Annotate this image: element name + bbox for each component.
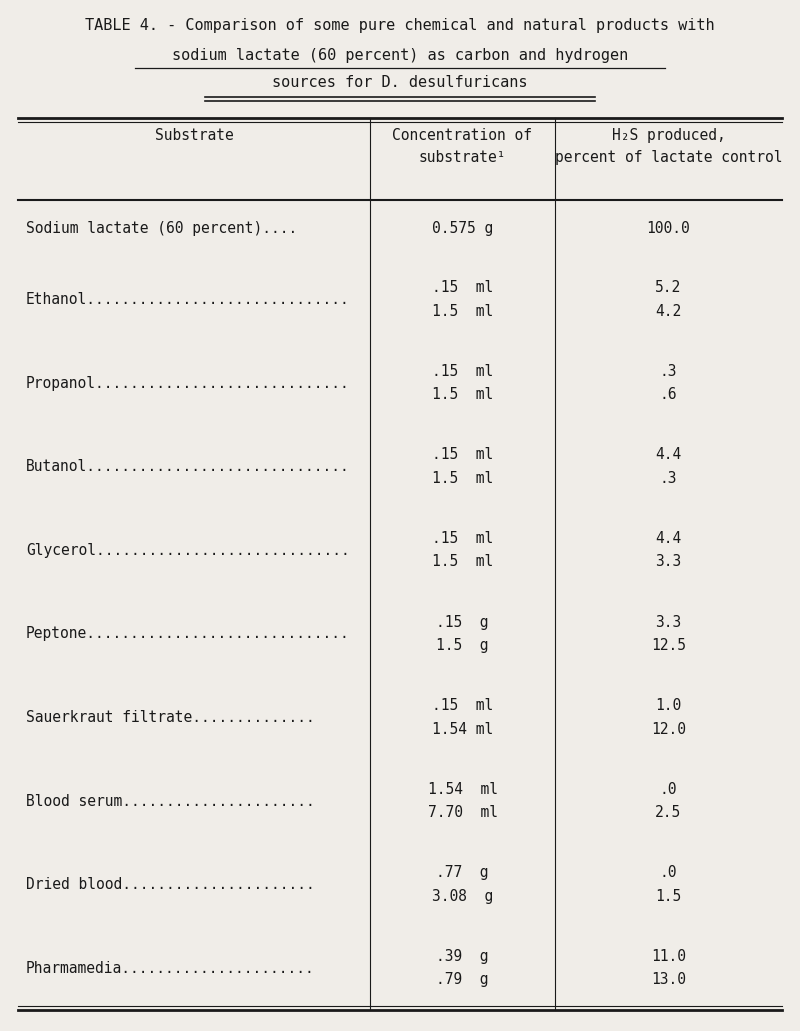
- Text: 13.0: 13.0: [651, 972, 686, 988]
- Text: 3.3: 3.3: [655, 614, 682, 630]
- Text: 1.5  ml: 1.5 ml: [432, 471, 493, 486]
- Text: TABLE 4. - Comparison of some pure chemical and natural products with: TABLE 4. - Comparison of some pure chemi…: [85, 18, 715, 33]
- Text: .6: .6: [660, 388, 678, 402]
- Text: 3.08  g: 3.08 g: [432, 889, 493, 904]
- Text: 1.0: 1.0: [655, 698, 682, 713]
- Text: .15  ml: .15 ml: [432, 531, 493, 546]
- Text: Propanol.............................: Propanol.............................: [26, 375, 350, 391]
- Text: .3: .3: [660, 364, 678, 378]
- Text: Substrate: Substrate: [154, 128, 234, 143]
- Text: 1.54 ml: 1.54 ml: [432, 722, 493, 736]
- Text: .3: .3: [660, 471, 678, 486]
- Text: 4.4: 4.4: [655, 531, 682, 546]
- Text: .77  g: .77 g: [436, 865, 489, 880]
- Text: .15  g: .15 g: [436, 614, 489, 630]
- Text: Sauerkraut filtrate..............: Sauerkraut filtrate..............: [26, 710, 314, 725]
- Text: 0.575 g: 0.575 g: [432, 222, 493, 236]
- Text: 1.54  ml: 1.54 ml: [427, 781, 498, 797]
- Text: .79  g: .79 g: [436, 972, 489, 988]
- Text: Dried blood......................: Dried blood......................: [26, 877, 314, 892]
- Text: Ethanol..............................: Ethanol..............................: [26, 292, 350, 307]
- Text: 5.2: 5.2: [655, 280, 682, 295]
- Text: 12.5: 12.5: [651, 638, 686, 653]
- Text: Sodium lactate (60 percent)....: Sodium lactate (60 percent)....: [26, 222, 298, 236]
- Text: sodium lactate (60 percent) as carbon and hydrogen: sodium lactate (60 percent) as carbon an…: [172, 48, 628, 63]
- Text: 4.2: 4.2: [655, 304, 682, 319]
- Text: 1.5  ml: 1.5 ml: [432, 555, 493, 569]
- Text: Pharmamedia......................: Pharmamedia......................: [26, 961, 314, 975]
- Text: .15  ml: .15 ml: [432, 280, 493, 295]
- Text: H₂S produced,
percent of lactate control: H₂S produced, percent of lactate control: [554, 128, 782, 165]
- Text: .15  ml: .15 ml: [432, 698, 493, 713]
- Text: 11.0: 11.0: [651, 949, 686, 964]
- Text: 7.70  ml: 7.70 ml: [427, 805, 498, 821]
- Text: Blood serum......................: Blood serum......................: [26, 794, 314, 808]
- Text: Peptone..............................: Peptone..............................: [26, 626, 350, 641]
- Text: 4.4: 4.4: [655, 447, 682, 463]
- Text: 1.5  g: 1.5 g: [436, 638, 489, 653]
- Text: 12.0: 12.0: [651, 722, 686, 736]
- Text: .15  ml: .15 ml: [432, 364, 493, 378]
- Text: 1.5  ml: 1.5 ml: [432, 388, 493, 402]
- Text: 2.5: 2.5: [655, 805, 682, 821]
- Text: 1.5  ml: 1.5 ml: [432, 304, 493, 319]
- Text: 100.0: 100.0: [646, 222, 690, 236]
- Text: .0: .0: [660, 865, 678, 880]
- Text: sources for D. desulfuricans: sources for D. desulfuricans: [272, 75, 528, 90]
- Text: Butanol..............................: Butanol..............................: [26, 459, 350, 474]
- Text: .15  ml: .15 ml: [432, 447, 493, 463]
- Text: .0: .0: [660, 781, 678, 797]
- Text: Concentration of
substrate¹: Concentration of substrate¹: [393, 128, 533, 165]
- Text: 1.5: 1.5: [655, 889, 682, 904]
- Text: Glycerol.............................: Glycerol.............................: [26, 542, 350, 558]
- Text: 3.3: 3.3: [655, 555, 682, 569]
- Text: .39  g: .39 g: [436, 949, 489, 964]
